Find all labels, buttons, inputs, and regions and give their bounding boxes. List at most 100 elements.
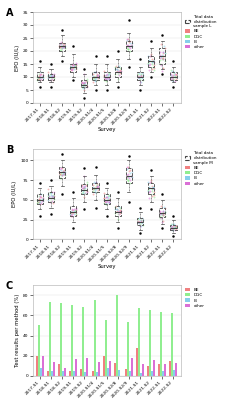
Point: [50, 192, 54, 199]
Point: [84, 182, 88, 188]
Point: [91, 179, 95, 185]
Point: [70, 206, 73, 212]
Point: [92, 189, 96, 196]
Point: [70, 61, 73, 68]
Point: [116, 203, 120, 210]
Point: [102, 196, 106, 203]
Point: [136, 215, 140, 222]
Point: [72, 61, 76, 68]
Point: [39, 76, 43, 83]
Point: [62, 171, 66, 178]
Point: [36, 75, 40, 82]
Point: [82, 190, 86, 196]
Point: [38, 71, 42, 78]
Point: [38, 75, 42, 82]
Point: [50, 73, 54, 79]
Point: [148, 61, 152, 68]
Point: [91, 184, 95, 191]
Point: [114, 66, 118, 72]
Point: [80, 188, 84, 195]
Point: [84, 78, 88, 84]
Point: [82, 183, 86, 190]
Point: [46, 69, 50, 75]
Point: [107, 192, 111, 198]
Point: [125, 36, 129, 42]
Point: [173, 74, 177, 80]
Bar: [108, 361, 110, 376]
Point: [146, 188, 150, 195]
Point: [50, 194, 54, 200]
Point: [103, 198, 107, 204]
Point: [138, 220, 141, 227]
Point: [58, 166, 62, 173]
Bar: [113, 363, 115, 376]
Point: [70, 62, 74, 68]
Point: [82, 185, 86, 191]
Point: [50, 70, 54, 77]
Point: [68, 66, 72, 72]
Bar: [128, 371, 130, 376]
Bar: [80, 369, 82, 376]
Point: [50, 198, 54, 204]
Point: [46, 74, 50, 80]
Point: [118, 68, 122, 74]
Point: [92, 186, 96, 192]
Point: [158, 52, 162, 58]
Point: [139, 74, 143, 80]
Point: [92, 77, 96, 84]
Point: [127, 170, 131, 176]
Point: [146, 185, 150, 191]
Point: [159, 41, 163, 48]
Point: [47, 193, 51, 200]
Point: [107, 75, 111, 82]
Point: [50, 74, 54, 80]
Point: [102, 68, 105, 74]
Point: [60, 40, 64, 46]
Point: [94, 74, 98, 81]
Y-axis label: Test results per method (%): Test results per method (%): [15, 294, 20, 367]
Point: [162, 50, 166, 56]
Point: [70, 207, 74, 214]
Point: [104, 201, 108, 207]
Point: [73, 208, 77, 215]
Point: [148, 177, 152, 183]
Point: [103, 201, 107, 208]
Bar: [95, 372, 97, 376]
Point: [170, 72, 174, 78]
Point: [93, 69, 97, 76]
Point: [174, 76, 178, 82]
Point: [160, 49, 164, 55]
Point: [138, 218, 142, 225]
Bar: [53, 362, 55, 376]
Point: [103, 77, 107, 84]
Point: [51, 193, 55, 200]
Point: [74, 62, 78, 68]
Point: [85, 77, 89, 84]
Point: [36, 75, 40, 82]
Point: [172, 78, 176, 85]
Point: [50, 188, 54, 195]
Point: [74, 63, 78, 70]
Point: [81, 84, 85, 91]
Point: [113, 66, 117, 72]
Point: [169, 224, 173, 230]
Point: [174, 226, 178, 232]
Bar: [138, 308, 140, 376]
Point: [82, 182, 86, 189]
Point: [58, 46, 62, 53]
Point: [58, 170, 62, 177]
Point: [60, 44, 64, 51]
Point: [150, 185, 154, 192]
Point: [73, 66, 77, 72]
Point: [82, 190, 86, 196]
Point: [138, 223, 142, 230]
Point: [148, 53, 152, 59]
Point: [69, 210, 73, 217]
Point: [82, 81, 86, 87]
Point: [92, 74, 96, 80]
Point: [81, 187, 85, 193]
Point: [102, 76, 105, 83]
Point: [58, 175, 62, 181]
Point: [82, 84, 86, 90]
Bar: [64, 368, 66, 376]
